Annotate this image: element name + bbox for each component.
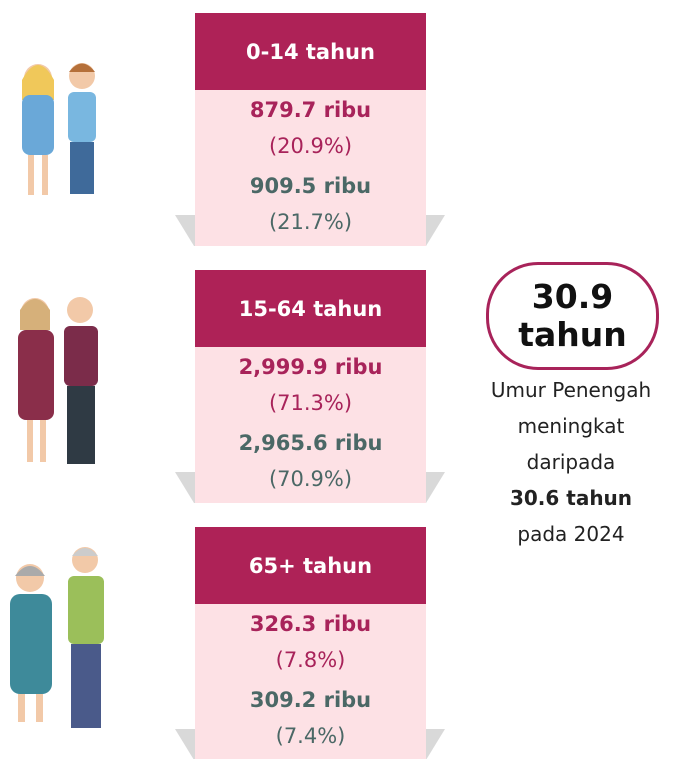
age-label: 15-64 tahun bbox=[195, 270, 426, 347]
people-illustrations bbox=[10, 63, 104, 728]
age-label: 0-14 tahun bbox=[195, 13, 426, 90]
population-percent: (20.9%) bbox=[268, 134, 353, 158]
age-group: 65+ tahun 326.3 ribu (7.8%) 309.2 ribu (7.4%… bbox=[175, 527, 445, 759]
median-note: pada 2024 bbox=[517, 522, 625, 546]
population-value: 2,965.6 ribu bbox=[238, 431, 383, 455]
median-value: 30.9 bbox=[531, 277, 614, 316]
adults bbox=[18, 297, 98, 464]
population-percent: (71.3%) bbox=[268, 391, 353, 415]
age-group: 15-64 tahun 2,999.9 ribu (71.3%) 2,965.6 ri… bbox=[175, 270, 445, 503]
age-group: 0-14 tahun 879.7 ribu (20.9%) 909.5 ribu (21… bbox=[175, 13, 445, 246]
population-value: 909.5 ribu bbox=[249, 174, 372, 198]
population-percent: (70.9%) bbox=[268, 467, 353, 491]
age-values: 2,999.9 ribu (71.3%) 2,965.6 ribu (70.9%) bbox=[195, 347, 426, 503]
population-percent: (7.8%) bbox=[275, 648, 346, 672]
population-value: 326.3 ribu bbox=[249, 612, 372, 636]
age-values: 326.3 ribu (7.8%) 309.2 ribu (7.4%) bbox=[195, 604, 426, 759]
median-badge: 30.9 tahun bbox=[486, 262, 659, 370]
population-percent: (7.4%) bbox=[275, 724, 346, 748]
median-note: daripada bbox=[526, 450, 616, 474]
median-note: 30.6 tahun bbox=[509, 486, 633, 510]
population-percent: (21.7%) bbox=[268, 210, 353, 234]
children bbox=[22, 63, 96, 195]
median-note: meningkat bbox=[517, 414, 625, 438]
age-label: 65+ tahun bbox=[195, 527, 426, 604]
elderly bbox=[10, 547, 104, 728]
age-values: 879.7 ribu (20.9%) 909.5 ribu (21.7%) bbox=[195, 90, 426, 246]
population-value: 879.7 ribu bbox=[249, 98, 372, 122]
median-unit: tahun bbox=[518, 315, 627, 354]
median-note: Umur Penengah bbox=[490, 378, 652, 402]
population-value: 309.2 ribu bbox=[249, 688, 372, 712]
population-value: 2,999.9 ribu bbox=[238, 355, 383, 379]
